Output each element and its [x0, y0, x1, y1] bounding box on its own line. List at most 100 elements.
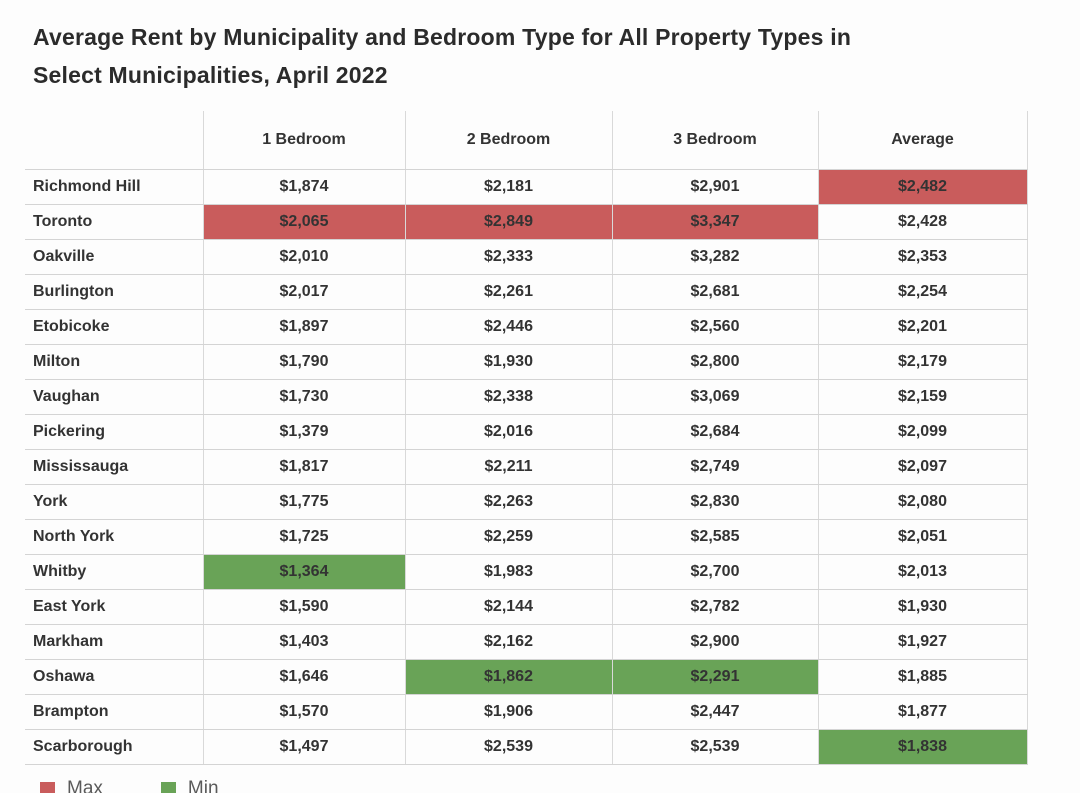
row-label[interactable]: North York [25, 519, 204, 555]
value-cell[interactable]: $2,684 [612, 414, 819, 450]
row-label[interactable]: Markham [25, 624, 204, 660]
value-cell[interactable]: $2,080 [818, 484, 1028, 520]
value-cell[interactable]: $2,482 [818, 169, 1028, 205]
value-cell[interactable]: $2,560 [612, 309, 819, 345]
legend-item-min[interactable]: Min [160, 778, 219, 793]
row-label[interactable]: East York [25, 589, 204, 625]
value-cell[interactable]: $2,051 [818, 519, 1028, 555]
value-cell[interactable]: $2,901 [612, 169, 819, 205]
value-cell[interactable]: $2,099 [818, 414, 1028, 450]
value-cell[interactable]: $1,730 [203, 379, 406, 415]
value-cell[interactable]: $2,353 [818, 239, 1028, 275]
value-cell[interactable]: $1,906 [405, 694, 613, 730]
value-cell[interactable]: $2,211 [405, 449, 613, 485]
value-cell[interactable]: $1,885 [818, 659, 1028, 695]
value-cell[interactable]: $2,263 [405, 484, 613, 520]
table-header: 1 Bedroom 2 Bedroom 3 Bedroom Average [25, 111, 1028, 170]
value-cell[interactable]: $2,159 [818, 379, 1028, 415]
value-cell[interactable]: $1,897 [203, 309, 406, 345]
column-header-average[interactable]: Average [818, 111, 1028, 170]
value-cell[interactable]: $2,179 [818, 344, 1028, 380]
value-cell[interactable]: $3,069 [612, 379, 819, 415]
legend-item-max[interactable]: Max [40, 778, 103, 793]
value-cell[interactable]: $2,259 [405, 519, 613, 555]
value-cell[interactable]: $1,930 [818, 589, 1028, 625]
value-cell[interactable]: $2,065 [203, 204, 406, 240]
value-cell[interactable]: $1,403 [203, 624, 406, 660]
value-cell[interactable]: $2,013 [818, 554, 1028, 590]
value-cell[interactable]: $2,446 [405, 309, 613, 345]
value-cell[interactable]: $1,817 [203, 449, 406, 485]
value-cell[interactable]: $2,830 [612, 484, 819, 520]
value-cell[interactable]: $3,347 [612, 204, 819, 240]
value-cell[interactable]: $2,749 [612, 449, 819, 485]
value-cell[interactable]: $2,333 [405, 239, 613, 275]
value-cell[interactable]: $2,539 [405, 729, 613, 765]
value-cell[interactable]: $2,291 [612, 659, 819, 695]
min-color-swatch [160, 781, 176, 793]
value-cell[interactable]: $2,162 [405, 624, 613, 660]
value-cell[interactable]: $2,017 [203, 274, 406, 310]
value-cell[interactable]: $1,725 [203, 519, 406, 555]
value-cell[interactable]: $2,900 [612, 624, 819, 660]
value-cell[interactable]: $2,338 [405, 379, 613, 415]
row-label[interactable]: Toronto [25, 204, 204, 240]
table-row: York $1,775 $2,263 $2,830 $2,080 [25, 484, 1028, 520]
value-cell[interactable]: $1,877 [818, 694, 1028, 730]
value-cell[interactable]: $1,838 [818, 729, 1028, 765]
chart-title: Average Rent by Municipality and Bedroom… [33, 18, 1040, 94]
row-label[interactable]: Brampton [25, 694, 204, 730]
value-cell[interactable]: $2,585 [612, 519, 819, 555]
column-header-2-bedroom[interactable]: 2 Bedroom [405, 111, 613, 170]
value-cell[interactable]: $2,201 [818, 309, 1028, 345]
value-cell[interactable]: $3,282 [612, 239, 819, 275]
value-cell[interactable]: $2,010 [203, 239, 406, 275]
value-cell[interactable]: $2,261 [405, 274, 613, 310]
value-cell[interactable]: $2,782 [612, 589, 819, 625]
value-cell[interactable]: $1,874 [203, 169, 406, 205]
value-cell[interactable]: $1,790 [203, 344, 406, 380]
row-label[interactable]: Milton [25, 344, 204, 380]
value-cell[interactable]: $1,570 [203, 694, 406, 730]
value-cell[interactable]: $1,379 [203, 414, 406, 450]
row-label[interactable]: Oakville [25, 239, 204, 275]
row-label[interactable]: Richmond Hill [25, 169, 204, 205]
table-row: Toronto $2,065 $2,849 $3,347 $2,428 [25, 204, 1028, 240]
value-cell[interactable]: $1,775 [203, 484, 406, 520]
row-label[interactable]: Whitby [25, 554, 204, 590]
value-cell[interactable]: $2,428 [818, 204, 1028, 240]
row-label[interactable]: Burlington [25, 274, 204, 310]
value-cell[interactable]: $2,144 [405, 589, 613, 625]
value-cell[interactable]: $2,447 [612, 694, 819, 730]
value-cell[interactable]: $1,590 [203, 589, 406, 625]
row-label[interactable]: Vaughan [25, 379, 204, 415]
value-cell[interactable]: $2,800 [612, 344, 819, 380]
value-cell[interactable]: $2,681 [612, 274, 819, 310]
row-label[interactable]: Etobicoke [25, 309, 204, 345]
table-row: Pickering $1,379 $2,016 $2,684 $2,099 [25, 414, 1028, 450]
row-label[interactable]: Oshawa [25, 659, 204, 695]
row-label[interactable]: Scarborough [25, 729, 204, 765]
max-color-swatch [40, 781, 55, 793]
value-cell[interactable]: $1,927 [818, 624, 1028, 660]
value-cell[interactable]: $2,849 [405, 204, 613, 240]
row-label[interactable]: Mississauga [25, 449, 204, 485]
table-row: Whitby $1,364 $1,983 $2,700 $2,013 [25, 554, 1028, 590]
row-label[interactable]: Pickering [25, 414, 204, 450]
value-cell[interactable]: $1,646 [203, 659, 406, 695]
value-cell[interactable]: $1,364 [203, 554, 406, 590]
value-cell[interactable]: $2,539 [612, 729, 819, 765]
value-cell[interactable]: $1,983 [405, 554, 613, 590]
value-cell[interactable]: $2,097 [818, 449, 1028, 485]
value-cell[interactable]: $1,497 [203, 729, 406, 765]
value-cell[interactable]: $2,016 [405, 414, 613, 450]
value-cell[interactable]: $2,700 [612, 554, 819, 590]
value-cell[interactable]: $2,181 [405, 169, 613, 205]
row-label[interactable]: York [25, 484, 204, 520]
column-header-1-bedroom[interactable]: 1 Bedroom [203, 111, 406, 170]
value-cell[interactable]: $2,254 [818, 274, 1028, 310]
value-cell[interactable]: $1,862 [405, 659, 613, 695]
value-cell[interactable]: $1,930 [405, 344, 613, 380]
column-header-3-bedroom[interactable]: 3 Bedroom [612, 111, 819, 170]
